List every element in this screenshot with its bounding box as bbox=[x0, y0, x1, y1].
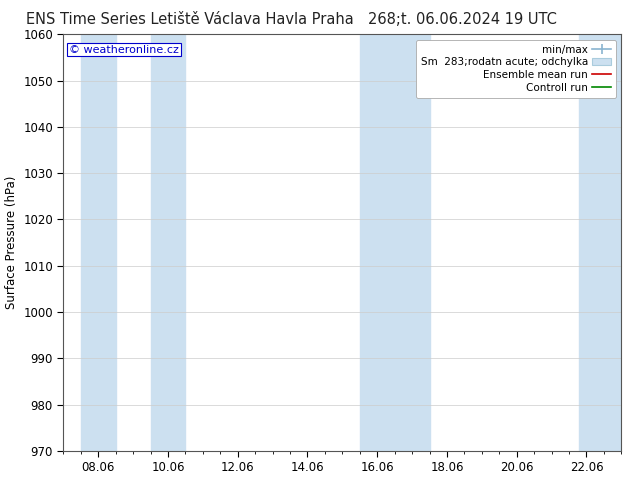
Text: © weatheronline.cz: © weatheronline.cz bbox=[69, 45, 179, 55]
Bar bbox=[419, 34, 429, 451]
Bar bbox=[359, 34, 419, 451]
Bar bbox=[81, 34, 116, 451]
Text: ENS Time Series Letiště Václava Havla Praha: ENS Time Series Letiště Václava Havla Pr… bbox=[27, 12, 354, 27]
Text: 268;t. 06.06.2024 19 UTC: 268;t. 06.06.2024 19 UTC bbox=[368, 12, 557, 27]
Bar bbox=[150, 34, 185, 451]
Legend: min/max, Sm  283;rodatn acute; odchylka, Ensemble mean run, Controll run: min/max, Sm 283;rodatn acute; odchylka, … bbox=[415, 40, 616, 98]
Y-axis label: Surface Pressure (hPa): Surface Pressure (hPa) bbox=[4, 176, 18, 309]
Bar bbox=[579, 34, 634, 451]
